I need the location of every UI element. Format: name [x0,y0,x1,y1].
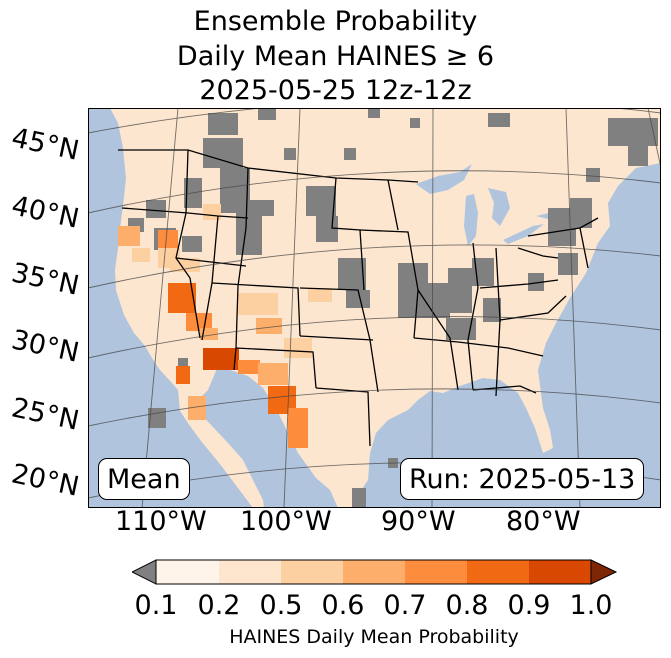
colorbar-bin-1 [156,560,219,584]
probability-map [88,108,661,508]
colorbar-under-arrow [132,559,157,585]
colorbar-bin-2 [219,560,281,584]
title-line-3: 2025-05-25 12z-12z [199,75,472,106]
lat-label-45: 45°N [8,122,82,167]
lat-label-30: 30°N [8,324,82,369]
run-date-box: Run: 2025-05-13 [400,458,645,500]
lat-label-25: 25°N [8,392,82,437]
colorbar-tick: 0.9 [507,590,551,621]
colorbar-bin-6 [467,560,529,584]
lake-huron [488,188,510,226]
title-line-1: Ensemble Probability [193,6,478,37]
title-line-2: Daily Mean HAINES ≥ 6 [176,41,495,72]
lon-label-110w: 110°W [115,506,207,537]
colorbar-tick: 1.0 [569,590,613,621]
colorbar-bin-5 [405,560,467,584]
lon-label-80w: 80°W [506,506,581,537]
colorbar [132,559,618,585]
lat-label-35: 35°N [8,257,82,302]
lake-erie [503,224,544,244]
lon-label-100w: 100°W [240,506,332,537]
lon-label-90w: 90°W [381,506,456,537]
colorbar-tick: 0.2 [197,590,241,621]
colorbar-tick: 0.1 [134,590,178,621]
lake-michigan [464,194,478,246]
lat-label-20: 20°N [8,458,82,503]
colorbar-bin-7 [529,560,591,584]
probability-patches [118,204,516,448]
colorbar-tick: 0.5 [259,590,303,621]
colorbar-label: HAINES Daily Mean Probability [229,626,519,648]
lake-superior [416,164,472,194]
lat-label-40: 40°N [8,190,82,235]
colorbar-tick: 0.7 [383,590,427,621]
colorbar-bin-3 [281,560,343,584]
colorbar-tick: 0.6 [321,590,365,621]
colorbar-bin-4 [343,560,405,584]
colorbar-over-arrow [590,559,618,585]
colorbar-tick: 0.8 [445,590,489,621]
stat-label-box: Mean [98,458,190,500]
